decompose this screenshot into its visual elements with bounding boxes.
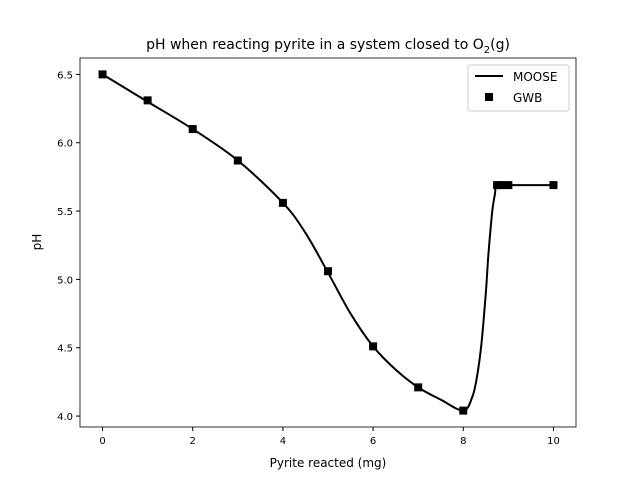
gwb-point xyxy=(459,406,468,415)
y-tick-label: 5.0 xyxy=(57,275,73,286)
gwb-point xyxy=(369,342,378,351)
legend-gwb-label: GWB xyxy=(513,91,542,105)
x-tick-label: 6 xyxy=(370,436,376,447)
y-tick-label: 5.5 xyxy=(57,207,73,218)
y-axis-label: pH xyxy=(30,234,44,251)
y-tick-label: 4.0 xyxy=(57,412,73,423)
gwb-point xyxy=(414,383,423,392)
x-tick-label: 10 xyxy=(547,436,560,447)
gwb-point xyxy=(143,96,152,105)
gwb-point xyxy=(324,267,332,276)
plot-frame xyxy=(79,57,577,428)
x-axis-label: Pyrite reacted (mg) xyxy=(270,456,387,470)
legend-moose-label: MOOSE xyxy=(513,70,557,84)
legend-gwb-marker xyxy=(485,93,493,101)
gwb-point xyxy=(278,198,287,207)
y-tick-label: 6.5 xyxy=(57,70,73,81)
x-tick-label: 0 xyxy=(99,436,105,447)
gwb-point xyxy=(98,70,107,79)
gwb-point xyxy=(493,181,502,190)
gwb-point xyxy=(188,125,197,134)
chart-title: pH when reacting pyrite in a system clos… xyxy=(146,37,510,56)
moose-series-line xyxy=(102,73,554,412)
y-tick-label: 4.5 xyxy=(57,344,73,355)
gwb-point xyxy=(497,181,506,190)
x-tick-label: 8 xyxy=(460,436,466,447)
gwb-point xyxy=(549,181,558,190)
gwb-point xyxy=(233,156,242,165)
gwb-point xyxy=(504,181,513,190)
x-tick-label: 4 xyxy=(280,436,286,447)
x-tick-label: 2 xyxy=(190,436,196,447)
legend: MOOSE GWB xyxy=(467,64,570,112)
y-tick-label: 6.0 xyxy=(57,139,73,150)
